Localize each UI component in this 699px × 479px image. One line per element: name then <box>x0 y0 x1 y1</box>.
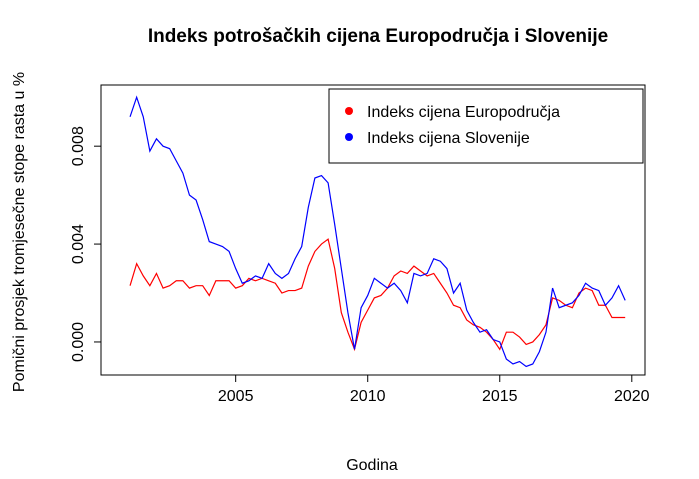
series-line <box>129 95 626 368</box>
x-axis-label: Godina <box>346 457 398 474</box>
x-tick-label: 2005 <box>218 388 254 405</box>
legend-marker <box>345 107 353 115</box>
legend-label: Indeks cijena Europodručja <box>367 104 560 121</box>
legend-marker <box>345 133 353 141</box>
y-tick-label: 0.008 <box>70 126 87 166</box>
series-line <box>129 238 626 352</box>
y-tick-label: 0.004 <box>70 224 87 264</box>
x-tick-label: 2020 <box>614 388 650 405</box>
legend-box <box>328 88 644 164</box>
y-tick-label: 0.000 <box>70 322 87 362</box>
chart-title: Indeks potrošačkih cijena Europodručja i… <box>148 26 608 47</box>
legend-label: Indeks cijena Slovenije <box>367 130 530 147</box>
y-axis-label: Pomični prosjek tromjesečne stope rasta … <box>11 72 28 392</box>
x-tick-label: 2010 <box>350 388 386 405</box>
x-tick-label: 2015 <box>482 388 518 405</box>
